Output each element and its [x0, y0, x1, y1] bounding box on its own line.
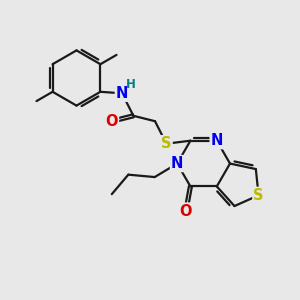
Text: N: N [171, 156, 183, 171]
Text: O: O [180, 203, 192, 218]
Text: H: H [126, 78, 136, 91]
Text: N: N [211, 133, 223, 148]
Text: O: O [106, 114, 118, 129]
Text: N: N [116, 86, 128, 101]
Text: S: S [253, 188, 264, 203]
Text: S: S [161, 136, 172, 151]
